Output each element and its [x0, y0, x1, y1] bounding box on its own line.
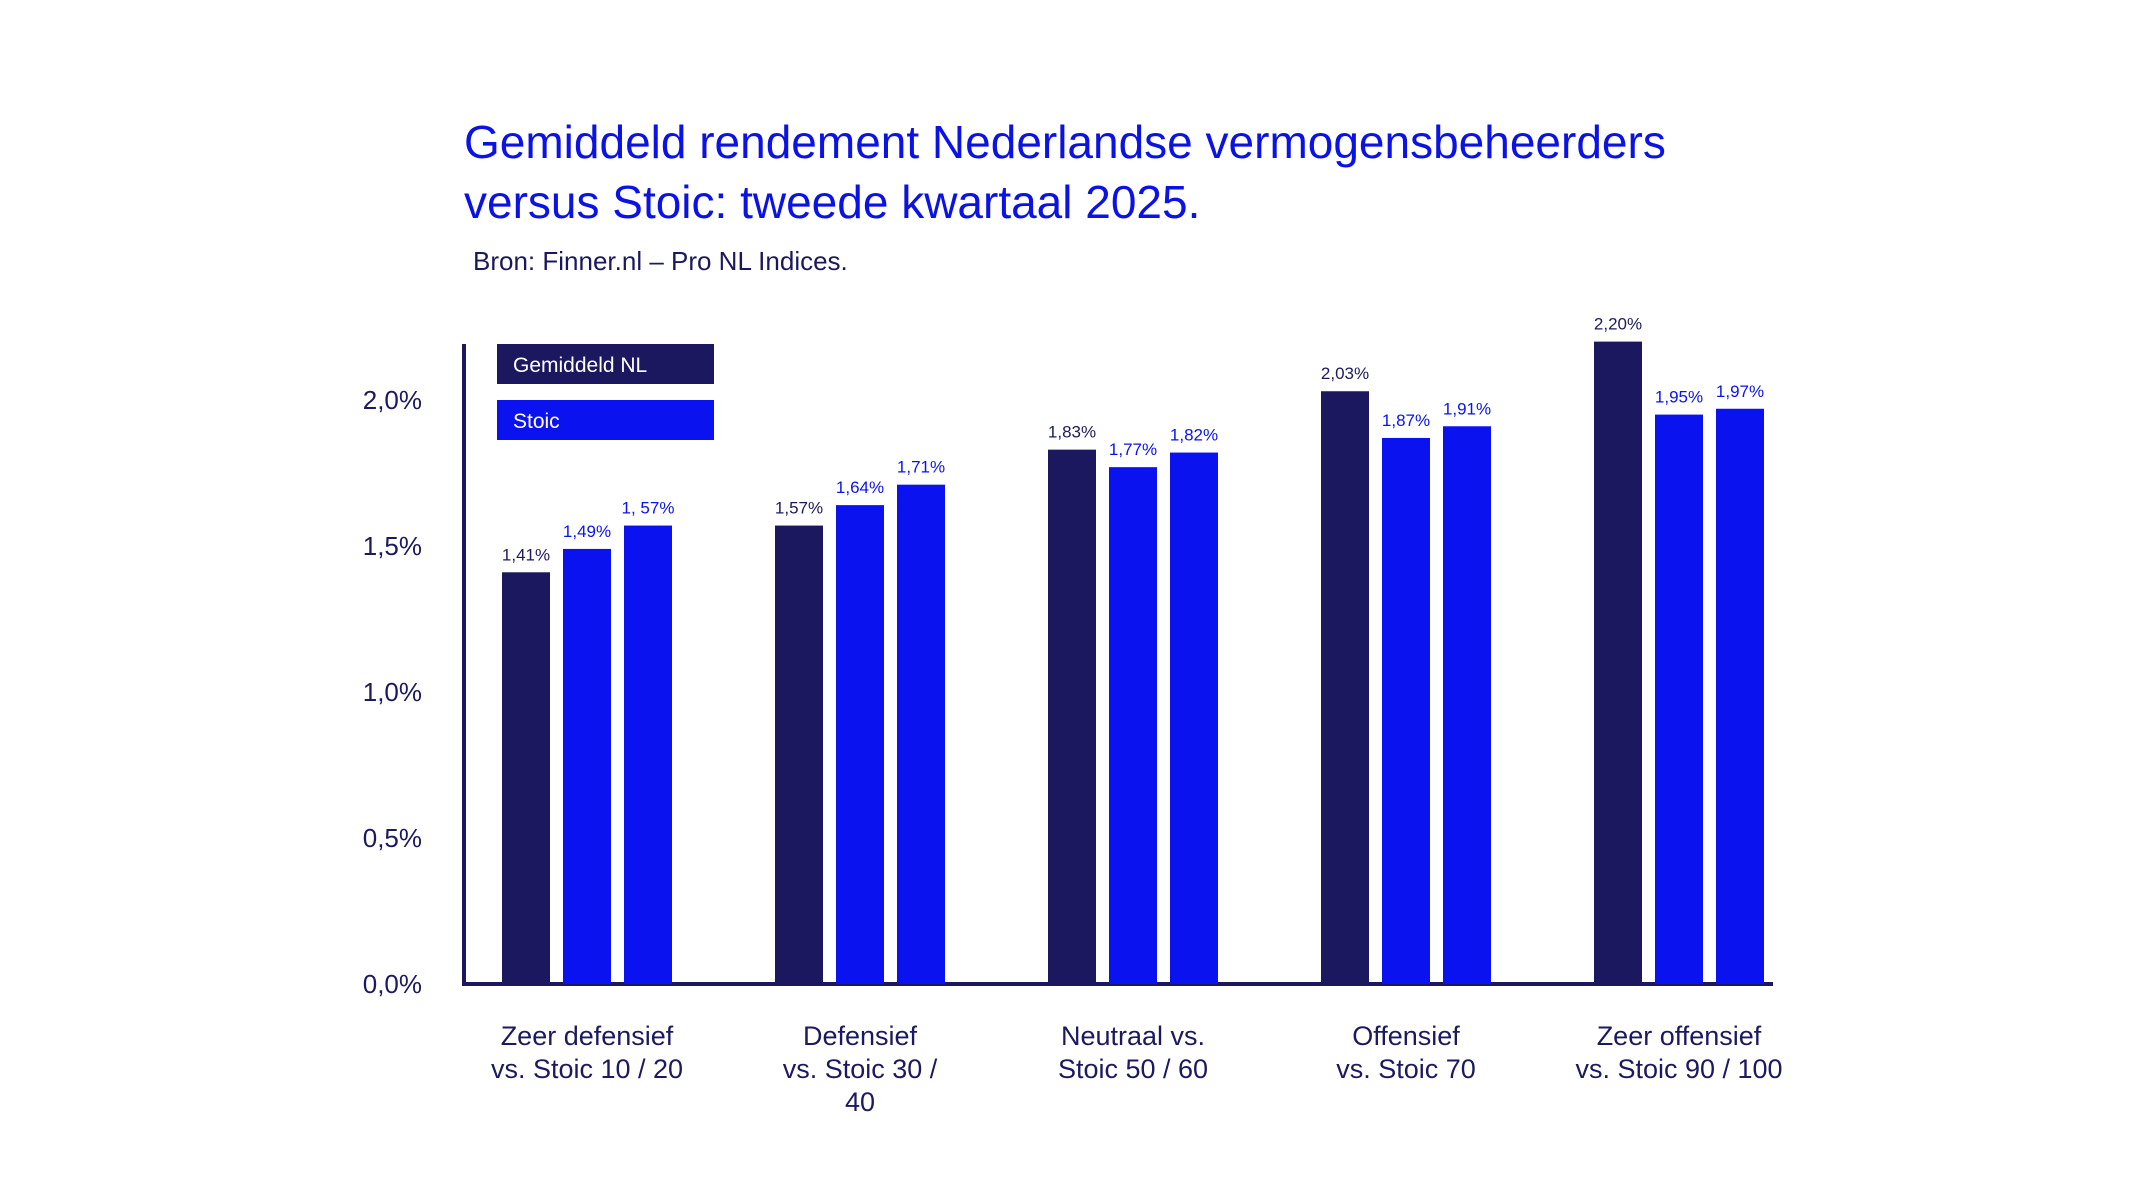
data-label: 1,71% — [897, 458, 945, 477]
y-tick-label: 0,5% — [363, 823, 422, 853]
bar — [1443, 426, 1491, 984]
x-category-label: vs. Stoic 70 — [1336, 1054, 1476, 1084]
data-label: 2,03% — [1321, 364, 1369, 383]
x-category-label: Offensief — [1352, 1021, 1460, 1051]
data-label: 1,91% — [1443, 399, 1491, 418]
bar — [1170, 452, 1218, 984]
bar — [563, 548, 611, 984]
data-label: 1,87% — [1382, 411, 1430, 430]
bar — [1321, 391, 1369, 984]
data-label: 1,83% — [1048, 423, 1096, 442]
bar — [836, 505, 884, 984]
data-label: 1,95% — [1655, 388, 1703, 407]
legend-label-gemiddeld-nl: Gemiddeld NL — [513, 354, 647, 377]
bar — [1594, 341, 1642, 985]
y-tick-label: 0,0% — [363, 969, 422, 999]
x-category-label: Zeer defensief — [501, 1021, 674, 1051]
bar — [1655, 414, 1703, 985]
data-label: 1,82% — [1170, 426, 1218, 445]
chart-title: Gemiddeld rendement Nederlandse vermogen… — [464, 112, 1666, 232]
data-label: 1,49% — [563, 522, 611, 541]
x-category-label: Stoic 50 / 60 — [1058, 1054, 1208, 1084]
chart-title-line-2: versus Stoic: tweede kwartaal 2025. — [464, 176, 1201, 228]
bar — [502, 572, 550, 984]
legend-swatch-stoic — [497, 400, 714, 440]
x-category-label: vs. Stoic 30 / — [783, 1054, 938, 1084]
data-label: 1, 57% — [622, 499, 675, 518]
y-tick-label: 2,0% — [363, 385, 422, 415]
x-category-label: vs. Stoic 10 / 20 — [491, 1054, 683, 1084]
legend-swatch-gemiddeld-nl — [497, 344, 714, 384]
data-label: 1,77% — [1109, 440, 1157, 459]
data-label: 1,64% — [836, 478, 884, 497]
data-label: 2,20% — [1594, 315, 1642, 334]
bar — [624, 525, 672, 984]
x-category-label: Zeer offensief — [1597, 1021, 1762, 1051]
bar — [1382, 437, 1430, 985]
data-label: 1,97% — [1716, 382, 1764, 401]
bar — [775, 525, 823, 984]
legend-label-stoic: Stoic — [513, 410, 560, 433]
data-label: 1,41% — [502, 545, 550, 564]
x-category-label: 40 — [845, 1087, 875, 1117]
x-category-label: Defensief — [803, 1021, 918, 1051]
bar — [1716, 408, 1764, 984]
chart-title-line-1: Gemiddeld rendement Nederlandse vermogen… — [464, 116, 1666, 168]
bar — [897, 484, 945, 984]
x-category-label: vs. Stoic 90 / 100 — [1575, 1054, 1782, 1084]
bar — [1048, 449, 1096, 984]
chart-subtitle: Bron: Finner.nl – Pro NL Indices. — [473, 246, 848, 276]
y-tick-label: 1,0% — [363, 677, 422, 707]
x-category-label: Neutraal vs. — [1061, 1021, 1205, 1051]
bar — [1109, 467, 1157, 984]
y-tick-label: 1,5% — [363, 531, 422, 561]
data-label: 1,57% — [775, 499, 823, 518]
